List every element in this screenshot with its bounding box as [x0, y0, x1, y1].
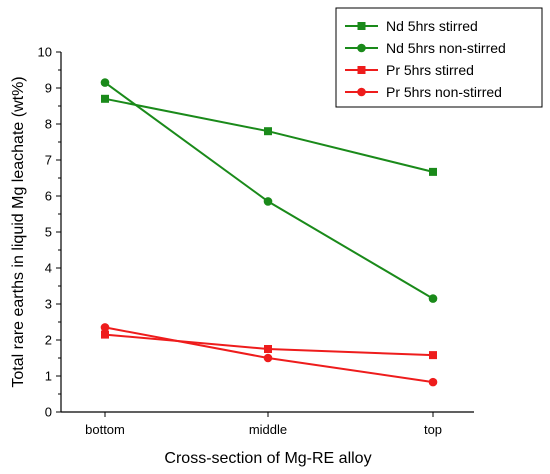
- y-axis-title: Total rare earths in liquid Mg leachate …: [10, 76, 27, 387]
- series-line: [104, 97, 434, 173]
- series-layer: [100, 78, 438, 387]
- legend: Nd 5hrs stirred Nd 5hrs non-stirred Pr 5hr…: [335, 7, 543, 108]
- y-tick-label: 9: [45, 81, 52, 96]
- y-tick-label: 5: [45, 225, 52, 240]
- legend-marker: [357, 43, 366, 53]
- y-tick-label: 7: [45, 153, 52, 168]
- data-point: [429, 167, 437, 176]
- data-point: [100, 78, 110, 87]
- legend-marker: [357, 22, 366, 30]
- series-1: [101, 94, 437, 176]
- data-point: [101, 94, 109, 103]
- y-tick-label: 4: [45, 261, 52, 276]
- x-axis: bottom middle top: [85, 412, 442, 437]
- y-tick-label: 6: [45, 189, 52, 204]
- y-axis: 0 1 2 3 4 5 6 7 8 9 10: [38, 45, 61, 420]
- series-3: [101, 330, 437, 360]
- data-point: [263, 197, 273, 206]
- y-tick-label: 1: [45, 369, 52, 384]
- data-point: [428, 377, 438, 387]
- legend-label: Nd 5hrs stirred: [386, 18, 478, 34]
- legend-box: [335, 7, 543, 108]
- x-tick-label: bottom: [85, 422, 125, 437]
- x-tick-label: top: [424, 422, 442, 437]
- legend-label: Pr 5hrs non-stirred: [386, 84, 502, 100]
- series-line: [104, 81, 434, 300]
- data-point: [264, 127, 272, 136]
- legend-label: Pr 5hrs stirred: [386, 62, 474, 78]
- legend-item: Pr 5hrs stirred: [345, 62, 474, 78]
- legend-item: Nd 5hrs non-stirred: [345, 40, 506, 56]
- data-point: [101, 330, 109, 339]
- data-point: [263, 353, 273, 363]
- y-tick-label: 3: [45, 297, 52, 312]
- legend-item: Nd 5hrs stirred: [345, 18, 478, 34]
- data-point: [100, 323, 110, 332]
- legend-marker: [357, 66, 366, 74]
- data-point: [429, 351, 437, 360]
- y-tick-label: 8: [45, 117, 52, 132]
- x-tick-label: middle: [249, 422, 287, 437]
- data-point: [428, 294, 438, 303]
- y-tick-label: 2: [45, 333, 52, 348]
- x-axis-title: Cross-section of Mg-RE alloy: [164, 450, 371, 467]
- data-point: [264, 345, 272, 353]
- series-4: [100, 323, 438, 387]
- legend-marker: [357, 87, 366, 97]
- series-2: [100, 78, 438, 303]
- y-tick-label: 10: [38, 45, 52, 60]
- legend-label: Nd 5hrs non-stirred: [386, 40, 506, 56]
- legend-item: Pr 5hrs non-stirred: [345, 84, 502, 100]
- y-tick-label: 0: [45, 405, 52, 420]
